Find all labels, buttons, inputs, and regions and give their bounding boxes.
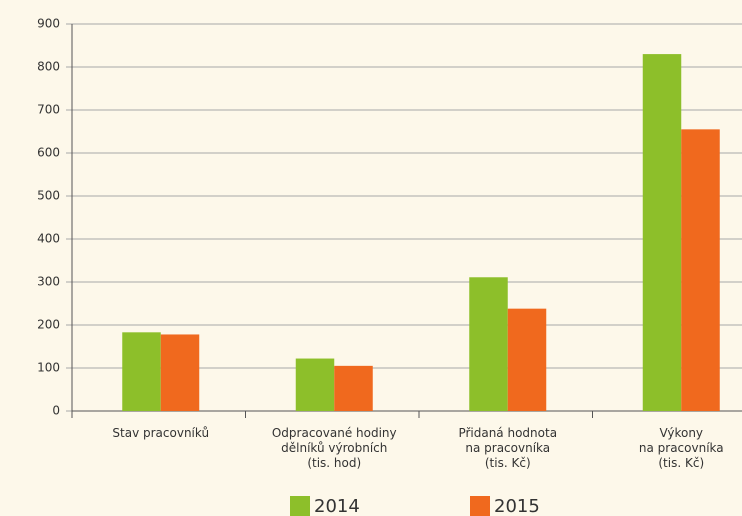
bar	[160, 334, 200, 411]
y-tick-label: 700	[37, 103, 60, 117]
x-tick-label-line: Stav pracovníků	[112, 426, 209, 440]
x-tick-label-line: na pracovníka	[639, 441, 724, 455]
legend-swatch	[470, 496, 490, 516]
y-tick-label: 400	[37, 232, 60, 246]
x-tick-label-line: Výkony	[659, 426, 703, 440]
bar	[122, 332, 161, 411]
x-tick-label: Stav pracovníků	[112, 426, 209, 440]
legend-label: 2015	[494, 496, 540, 516]
y-tick-label: 300	[37, 275, 60, 289]
x-tick-label-line: Odpracované hodiny	[272, 426, 397, 440]
y-tick-label: 100	[37, 361, 60, 375]
x-tick-label: Odpracované hodiny dělníků výrobních (tis.…	[272, 426, 397, 470]
legend-label: 2014	[314, 496, 360, 516]
x-tick-label: Přidaná hodnota na pracovníka (tis. Kč)	[458, 426, 557, 470]
x-tick-label-line: (tis. Kč)	[485, 456, 531, 470]
bar	[334, 365, 373, 411]
y-tick-label: 500	[37, 189, 60, 203]
x-tick-label-line: na pracovníka	[465, 441, 550, 455]
legend-swatch	[290, 496, 310, 516]
bar	[295, 358, 335, 411]
x-tick-label-line: (tis. Kč)	[658, 456, 704, 470]
x-tick-label: Výkony na pracovníka (tis. Kč)	[639, 426, 724, 470]
bar	[469, 277, 508, 411]
bar	[507, 308, 547, 411]
bar	[642, 54, 682, 411]
x-tick-label-line: (tis. hod)	[307, 456, 361, 470]
y-tick-label: 600	[37, 146, 60, 160]
y-tick-label: 200	[37, 318, 60, 332]
y-tick-label: 0	[52, 404, 60, 418]
y-tick-label: 900	[37, 17, 60, 31]
x-tick-label-line: dělníků výrobních	[281, 441, 387, 455]
bar	[681, 129, 720, 411]
y-tick-label: 800	[37, 60, 60, 74]
x-tick-label-line: Přidaná hodnota	[458, 426, 557, 440]
